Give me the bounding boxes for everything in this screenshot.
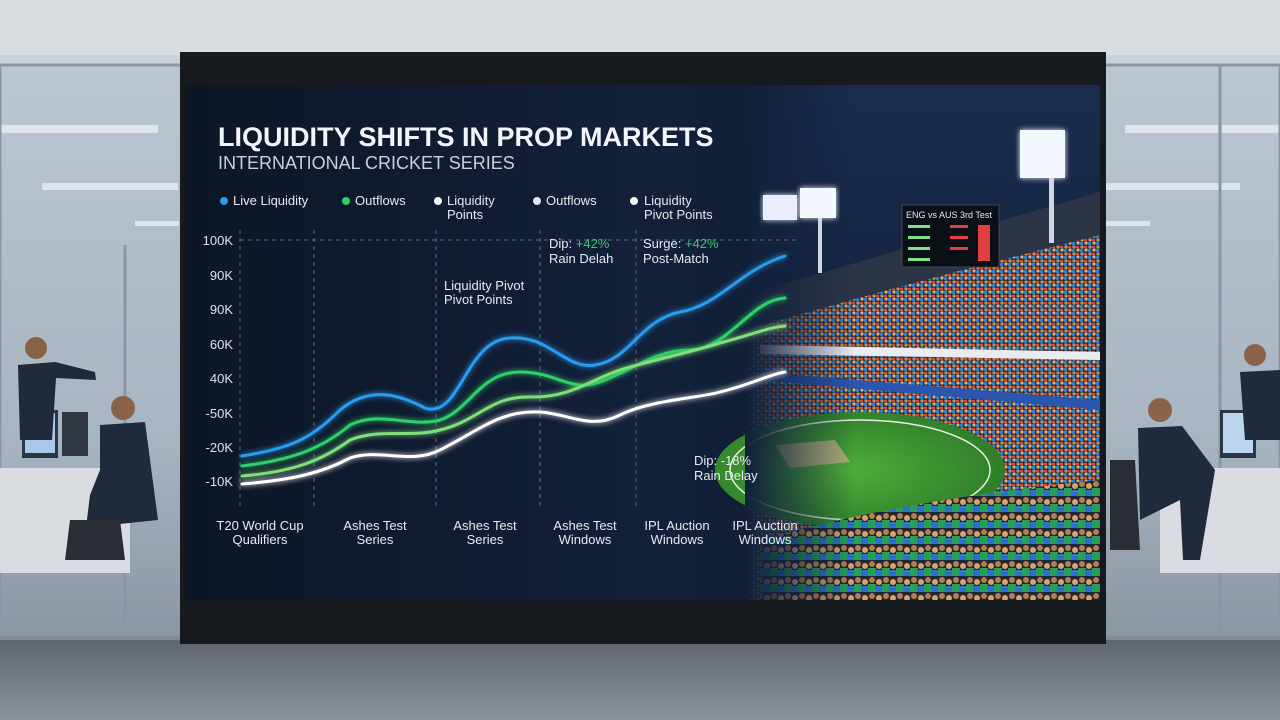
x-axis-label: Series (467, 532, 504, 547)
legend-item: Pivot Points (644, 207, 713, 222)
legend-item: Outflows (355, 193, 406, 208)
floodlights (763, 130, 1065, 273)
floor (0, 640, 1280, 720)
scoreboard-title: ENG vs AUS 3rd Test (906, 210, 992, 220)
y-axis-label: 100K (203, 233, 234, 248)
annotation-change: -18% (721, 453, 752, 468)
y-axis-label: 40K (210, 371, 233, 386)
x-axis-label: Ashes Test (553, 518, 617, 533)
x-axis-label: IPL Auction (644, 518, 709, 533)
chart-subtitle: INTERNATIONAL CRICKET SERIES (218, 153, 515, 173)
x-axis-label: Windows (651, 532, 704, 547)
scoreboard (901, 204, 1000, 268)
y-axis-label: 90K (210, 268, 233, 283)
annotation: Rain Delah (549, 251, 613, 266)
x-axis-label: T20 World Cup (216, 518, 303, 533)
x-axis-label: IPL Auction (732, 518, 797, 533)
annotation: Surge: +42% (643, 236, 719, 251)
x-axis-label: Ashes Test (453, 518, 517, 533)
office-people (18, 337, 1280, 560)
stadium-image (715, 85, 1100, 600)
chart-grid (239, 230, 800, 510)
x-axis-label: Windows (739, 532, 792, 547)
x-axis-label: Ashes Test (343, 518, 407, 533)
annotation: Post-Match (643, 251, 709, 266)
x-axis-label: Windows (559, 532, 612, 547)
legend-markers (220, 197, 638, 205)
annotation-label: Dip: (694, 453, 717, 468)
annotation: Liquidity Pivot (444, 278, 525, 293)
annotation: Rain Delay (694, 468, 758, 483)
legend-item: Points (447, 207, 484, 222)
ceiling-lights (0, 125, 1280, 226)
legend-item: Liquidity (644, 193, 692, 208)
legend-item: Liquidity (447, 193, 495, 208)
y-axis-label: -20K (206, 440, 234, 455)
chart-title: LIQUIDITY SHIFTS IN PROP MARKETS (218, 122, 714, 152)
y-axis-label: 60K (210, 337, 233, 352)
legend-item: Outflows (546, 193, 597, 208)
annotation-label: Surge: (643, 236, 681, 251)
annotation: Dip: +42% (549, 236, 610, 251)
annotation-label: Dip: (549, 236, 572, 251)
annotation: Pivot Points (444, 292, 513, 307)
y-axis-label: -50K (206, 406, 234, 421)
y-axis-label: 90K (210, 302, 233, 317)
x-axis-label: Series (357, 532, 394, 547)
y-axis-label: -10K (206, 474, 234, 489)
annotation-change: +42% (576, 236, 610, 251)
ceiling (0, 0, 1280, 55)
annotation-change: +42% (685, 236, 719, 251)
x-axis-label: Qualifiers (233, 532, 288, 547)
chart-lines (240, 254, 787, 486)
legend-item: Live Liquidity (233, 193, 309, 208)
annotation: Dip: -18% (694, 453, 752, 468)
